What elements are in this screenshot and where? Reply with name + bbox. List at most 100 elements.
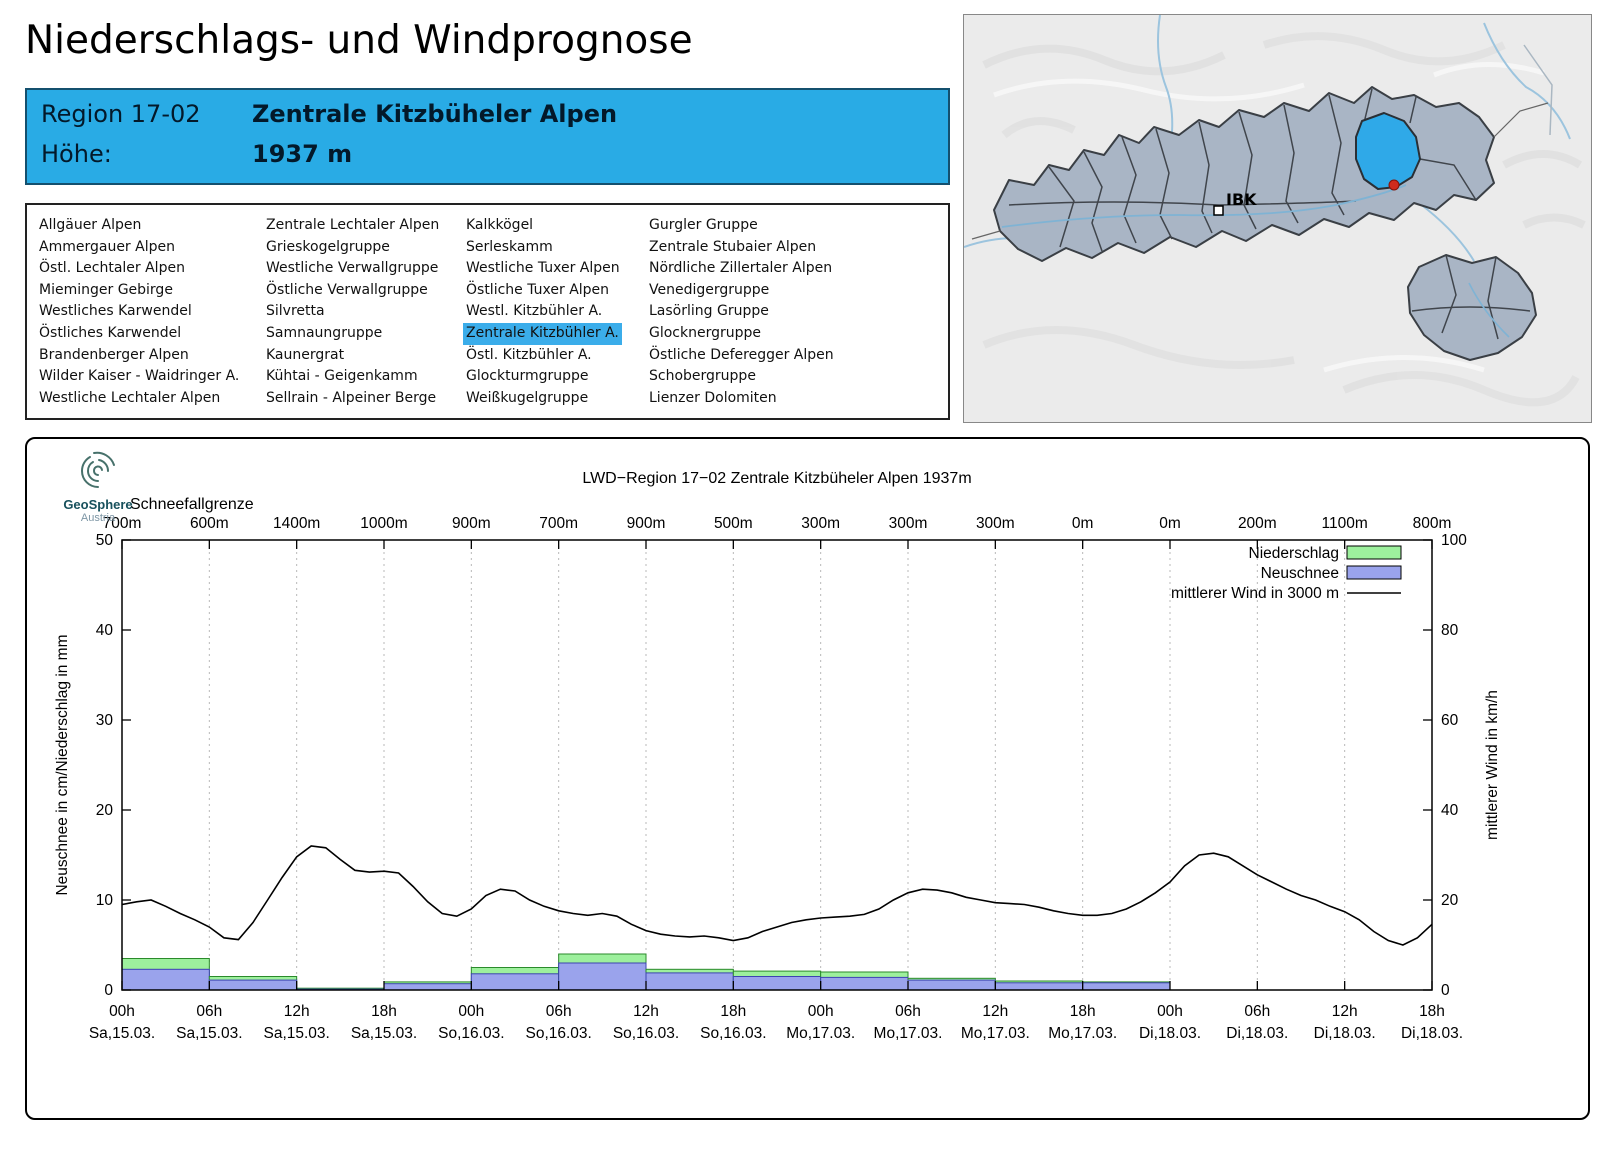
region-list-item[interactable]: Mieminger Gebirge [39, 281, 173, 298]
region-list-item[interactable]: Westliches Karwendel [39, 303, 192, 320]
region-list-item[interactable]: Wilder Kaiser - Waidringer A. [39, 368, 240, 385]
region-list-item[interactable]: Östliche Deferegger Alpen [649, 346, 834, 363]
region-list-item[interactable]: Östl. Kitzbühler A. [466, 346, 592, 363]
region-list-item[interactable]: Allgäuer Alpen [39, 217, 142, 233]
neuschnee-bar [645, 972, 734, 991]
region-list-item[interactable]: Gurgler Gruppe [649, 217, 758, 233]
region-list-item[interactable]: Brandenberger Alpen [39, 346, 189, 363]
station-dot [1388, 179, 1400, 191]
region-list-item[interactable]: Kalkkögel [466, 217, 534, 233]
region-list-item[interactable]: Grieskogelgruppe [266, 238, 390, 255]
y-left-tick-label: 20 [96, 802, 114, 819]
snowline-value: 800m [1413, 515, 1452, 532]
geosphere-name: GeoSphere [63, 497, 133, 512]
x-tick-hour: 18h [371, 1003, 397, 1020]
region-list-item[interactable]: Kühtai - Geigenkamm [266, 368, 418, 385]
region-list-item[interactable]: Zentrale Lechtaler Alpen [266, 217, 440, 233]
y-right-tick-label: 80 [1441, 622, 1459, 639]
region-name: Zentrale Kitzbüheler Alpen [252, 100, 618, 128]
region-list-item[interactable]: Venedigergruppe [649, 281, 770, 298]
snowline-value: 900m [452, 515, 491, 532]
region-column: Kalkkögel Serleskamm Westliche Tuxer Alpen… [463, 215, 646, 418]
snowline-value: 1400m [273, 515, 320, 532]
region-list-item[interactable]: Glocknergruppe [649, 324, 762, 341]
snowline-value: 900m [627, 515, 666, 532]
region-column: Gurgler Gruppe Zentrale Stubaier Alpen Nör… [646, 215, 837, 418]
map-city-label: IBK [1226, 190, 1257, 209]
selected-region-shape[interactable] [1355, 112, 1421, 190]
geosphere-sub: Austria [80, 512, 116, 524]
chart-title: LWD−Region 17−02 Zentrale Kitzbüheler Al… [582, 470, 971, 487]
x-tick-hour: 18h [1070, 1003, 1096, 1020]
region-list-item[interactable]: Sellrain - Alpeiner Berge [266, 389, 437, 406]
x-tick-day: So,16.03. [525, 1025, 591, 1042]
region-column: Allgäuer Alpen Ammergauer Alpen Östl. Lech… [36, 215, 263, 418]
ibk-marker [1213, 205, 1224, 216]
x-tick-hour: 18h [720, 1003, 746, 1020]
region-list-item[interactable]: Östl. Lechtaler Alpen [39, 260, 185, 277]
tirol-map-svg: IBK [964, 15, 1591, 422]
x-tick-day: Sa,15.03. [176, 1025, 242, 1042]
legend-swatch [1346, 565, 1402, 580]
region-list-item[interactable]: Nördliche Zillertaler Alpen [649, 260, 833, 277]
y-left-tick-label: 50 [96, 532, 114, 549]
y-right-axis-label: mittlerer Wind in km/h [1484, 690, 1501, 840]
region-list-item[interactable]: Silvretta [266, 303, 325, 320]
region-list-item[interactable]: Westliche Verwallgruppe [266, 260, 439, 277]
x-tick-hour: 06h [1244, 1003, 1270, 1020]
region-list-item[interactable]: Kaunergrat [266, 346, 345, 363]
x-tick-hour: 06h [895, 1003, 921, 1020]
region-list-item[interactable]: Westliche Tuxer Alpen [466, 260, 620, 277]
region-column: Zentrale Lechtaler Alpen Grieskogelgruppe… [263, 215, 463, 418]
page-title: Niederschlags- und Windprognose [25, 18, 693, 63]
x-tick-hour: 12h [284, 1003, 310, 1020]
geosphere-arcs-icon [80, 451, 115, 488]
x-tick-hour: 00h [808, 1003, 834, 1020]
y-left-axis-label: Neuschnee in cm/Niederschlag in mm [54, 634, 71, 895]
region-list-item[interactable]: Östliches Karwendel [39, 324, 182, 341]
outer-admin-border [1523, 44, 1553, 136]
region-list-item[interactable]: Lasörling Gruppe [649, 303, 769, 320]
region-list-item[interactable]: Zentrale Stubaier Alpen [649, 238, 817, 255]
legend-label: mittlerer Wind in 3000 m [1171, 585, 1339, 602]
snowline-value: 600m [190, 515, 229, 532]
y-right-tick-label: 100 [1441, 532, 1467, 549]
x-tick-day: Mo,17.03. [961, 1025, 1030, 1042]
y-left-tick-label: 30 [96, 712, 114, 729]
x-tick-hour: 18h [1419, 1003, 1445, 1020]
snowline-label: Schneefallgrenze [130, 496, 254, 513]
x-tick-day: Di,18.03. [1314, 1025, 1376, 1042]
region-list-item[interactable]: Ammergauer Alpen [39, 238, 175, 255]
x-tick-hour: 06h [546, 1003, 572, 1020]
tirol-eagle-icon [913, 18, 939, 42]
x-tick-hour: 06h [196, 1003, 222, 1020]
wind-line [121, 845, 1433, 946]
region-list-item[interactable]: Östliche Verwallgruppe [266, 281, 428, 298]
region-list-item[interactable]: Samnaungruppe [266, 324, 383, 341]
plot-frame [121, 539, 1433, 991]
x-tick-day: Sa,15.03. [351, 1025, 417, 1042]
tirol-map[interactable]: IBK [963, 14, 1592, 423]
east-river [1468, 282, 1510, 338]
y-right-tick-label: 0 [1441, 982, 1450, 999]
x-tick-day: Di,18.03. [1139, 1025, 1201, 1042]
region-list-item[interactable]: Westliche Lechtaler Alpen [39, 389, 221, 406]
region-list-item[interactable]: Westl. Kitzbühler A. [466, 303, 603, 320]
neuschnee-bar [1082, 982, 1171, 991]
region-list-item[interactable]: Serleskamm [466, 238, 553, 255]
region-list-item[interactable]: Glockturmgruppe [466, 368, 589, 385]
region-header: Region 17-02 Zentrale Kitzbüheler Alpen … [25, 88, 950, 185]
x-tick-hour: 12h [1332, 1003, 1358, 1020]
y-right-tick-label: 20 [1441, 892, 1459, 909]
region-list-item[interactable]: Schobergruppe [649, 368, 756, 385]
region-list-item-selected[interactable]: Zentrale Kitzbühler A. [463, 322, 622, 345]
region-list-item[interactable]: Weißkugelgruppe [466, 389, 589, 406]
x-tick-day: So,16.03. [700, 1025, 766, 1042]
chart-panel: GeoSphere Austria LWD−Region 17−02 Zentr… [25, 437, 1590, 1120]
x-tick-hour: 00h [458, 1003, 484, 1020]
snowline-value: 200m [1238, 515, 1277, 532]
x-tick-day: Mo,17.03. [874, 1025, 943, 1042]
land-tirol-logo: LAND TIROL [894, 14, 958, 80]
region-list-item[interactable]: Östliche Tuxer Alpen [466, 281, 610, 298]
region-list-item[interactable]: Lienzer Dolomiten [649, 389, 777, 406]
